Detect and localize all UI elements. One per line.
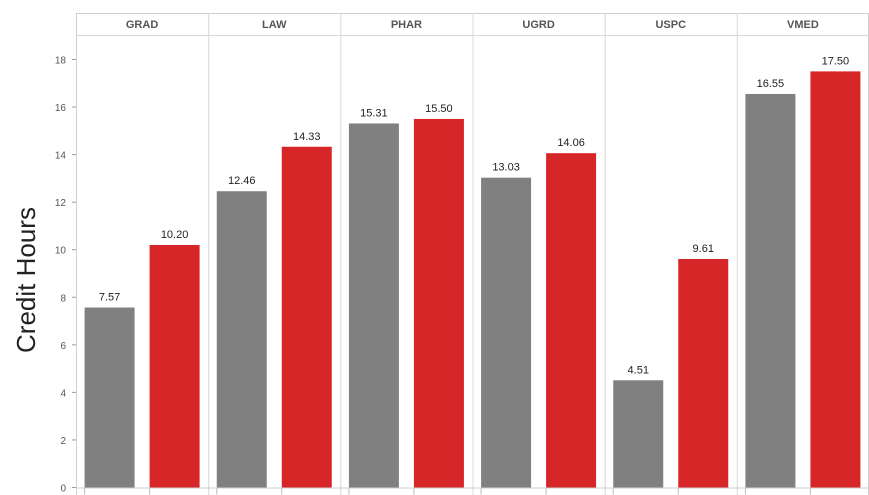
bar-vmed-1 (745, 93, 796, 488)
value-label-vmed-1: 16.55 (757, 78, 785, 90)
bar-phar-1 (348, 123, 399, 488)
value-label-grad-1: 7.57 (99, 292, 120, 304)
value-label-law-1: 12.46 (228, 175, 256, 187)
value-label-uspc-1: 4.51 (628, 364, 649, 376)
bar-ugrd-2 (546, 153, 597, 488)
bars (84, 71, 861, 488)
panel-header-law: LAW (262, 19, 287, 31)
value-label-law-2: 14.33 (293, 131, 321, 143)
bar-law-2 (281, 146, 332, 488)
y-tick-label: 8 (60, 293, 66, 304)
bar-uspc-1 (613, 380, 664, 488)
y-tick-label: 0 (60, 484, 66, 495)
y-axis-title: Credit Hours (11, 207, 41, 353)
value-label-grad-2: 10.20 (161, 229, 189, 241)
bar-law-1 (216, 191, 267, 488)
y-axis: 0 2 4 6 8 10 12 14 16 18 (55, 56, 811, 495)
panel-header-uspc: USPC (655, 19, 686, 31)
panel-header-vmed: VMED (787, 19, 819, 31)
panel-headers: GRAD LAW PHAR UGRD USPC VMED (126, 19, 819, 31)
y-tick-label: 14 (55, 151, 67, 162)
bar-phar-2 (413, 118, 464, 488)
y-tick-label: 18 (55, 56, 67, 67)
bar-grad-2 (149, 244, 200, 488)
panel-header-phar: PHAR (391, 19, 422, 31)
y-tick-label: 4 (60, 388, 66, 399)
value-label-uspc-2: 9.61 (693, 243, 714, 255)
value-label-ugrd-1: 13.03 (492, 162, 520, 174)
bar-grad-1 (84, 307, 135, 488)
bar-uspc-2 (678, 258, 729, 488)
panel-header-grad: GRAD (126, 19, 158, 31)
value-labels: 7.57 10.20 12.46 14.33 15.31 15.50 13.03 14.06 4… (99, 55, 849, 376)
y-tick-label: 12 (55, 198, 67, 209)
value-label-ugrd-2: 14.06 (557, 137, 585, 149)
bar-vmed-2 (810, 71, 861, 488)
y-tick-label: 16 (55, 103, 67, 114)
bar-ugrd-1 (481, 177, 532, 488)
y-tick-label: 10 (55, 246, 67, 257)
y-tick-label: 6 (60, 341, 66, 352)
value-label-phar-1: 15.31 (360, 107, 388, 119)
panel-header-ugrd: UGRD (522, 19, 554, 31)
value-label-vmed-2: 17.50 (822, 55, 850, 67)
y-tick-label: 2 (60, 436, 66, 447)
value-label-phar-2: 15.50 (425, 103, 453, 115)
